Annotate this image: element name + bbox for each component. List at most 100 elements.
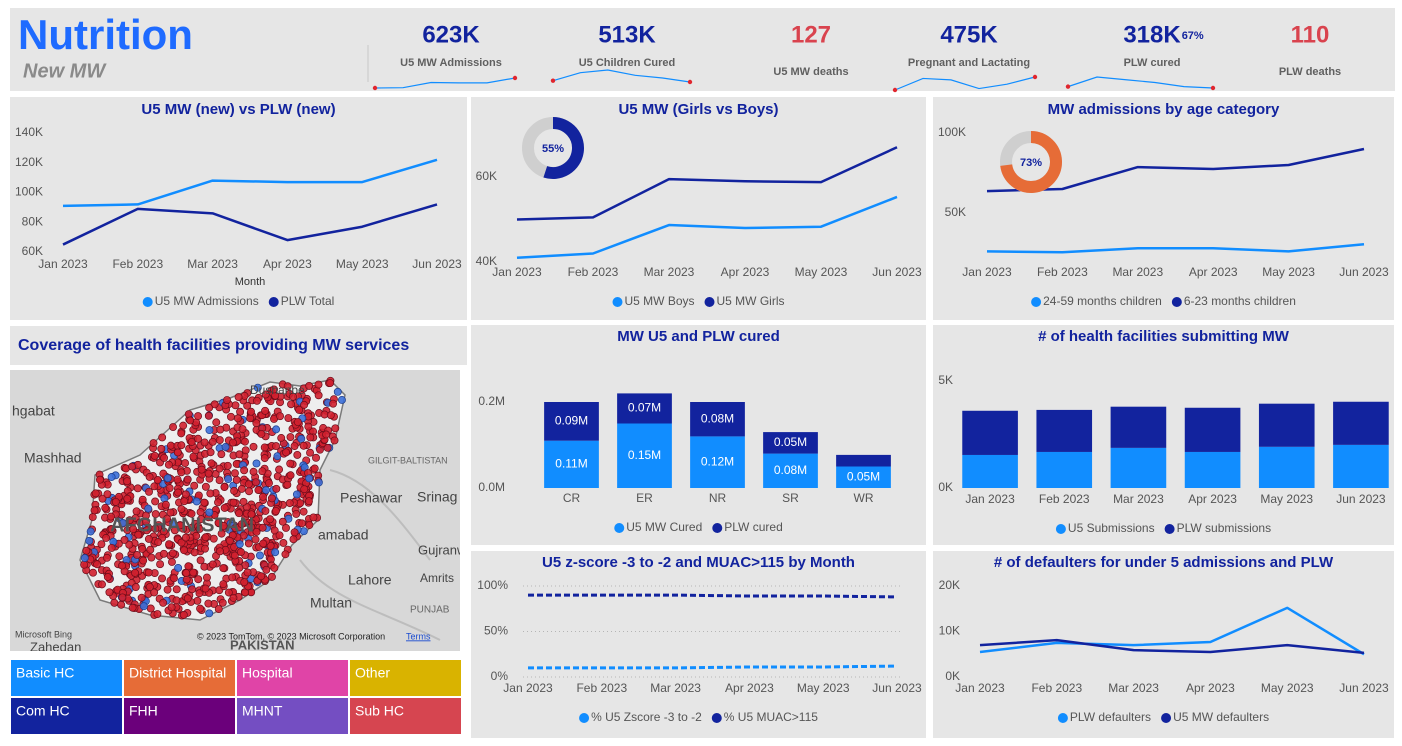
legend-marker — [1055, 524, 1066, 534]
y-tick-label: 10K — [939, 624, 960, 638]
facility-dot — [293, 418, 302, 427]
series-line — [528, 664, 898, 670]
kpi-label: PLW cured — [1124, 57, 1181, 69]
legend-marker — [1171, 297, 1182, 307]
facility-dot — [253, 383, 262, 392]
facility-dot — [146, 545, 155, 554]
legend-marker — [612, 297, 623, 307]
legend-label: U5 MW Admissions — [155, 294, 259, 308]
facility-dot — [209, 534, 218, 543]
x-axis-title: Month — [235, 276, 266, 288]
x-tick-label: Mar 2023 — [1113, 492, 1164, 506]
bar-segment — [1333, 444, 1389, 488]
facility-dot — [247, 523, 256, 532]
x-tick-label: Feb 2023 — [1039, 492, 1090, 506]
facility-dot — [217, 450, 226, 459]
legend-tile — [11, 698, 122, 734]
x-tick-label: Apr 2023 — [725, 681, 774, 695]
legend-tile-label: District Hospital — [129, 665, 226, 681]
legend-marker — [268, 297, 279, 307]
y-tick-label: 0.0M — [478, 480, 505, 494]
facility-dot — [235, 509, 244, 518]
facility-dot — [194, 434, 202, 443]
facility-dot — [103, 553, 111, 562]
facility-dot — [268, 572, 276, 581]
facility-dot — [247, 510, 256, 519]
facility-dot — [216, 547, 224, 556]
facility-dot — [157, 444, 166, 453]
legend: % U5 Zscore -3 to -2 % U5 MUAC>115 — [579, 710, 818, 724]
map-label: hgabat — [12, 403, 55, 419]
legend-label: % U5 Zscore -3 to -2 — [591, 710, 702, 724]
facility-dot — [226, 412, 235, 421]
x-tick-label: WR — [854, 491, 874, 505]
x-tick-label: Apr 2023 — [1189, 265, 1238, 279]
facility-dot — [214, 605, 223, 613]
legend-tile — [350, 698, 461, 734]
facility-dot — [243, 568, 252, 577]
facility-dot — [252, 419, 261, 428]
y-tick-label: 0K — [945, 669, 960, 683]
sparkline-end — [550, 78, 556, 83]
donut-label: 55% — [542, 143, 564, 155]
x-tick-label: SR — [782, 491, 799, 505]
facility-dot — [271, 507, 280, 515]
facility-dot — [91, 489, 100, 498]
facility-dot — [153, 610, 162, 619]
facility-dot — [204, 599, 213, 608]
facility-dot — [177, 429, 186, 438]
facility-dot — [163, 474, 172, 483]
facility-dot — [257, 429, 266, 438]
facility-dot — [118, 561, 126, 570]
facility-dot — [125, 540, 134, 549]
facility-dot — [197, 465, 206, 474]
facility-dot — [218, 598, 227, 607]
facility-dot — [163, 514, 171, 523]
facility-dot — [194, 575, 203, 584]
facility-dot — [252, 459, 261, 468]
legend-label: PLW submissions — [1177, 521, 1271, 535]
facility-dot — [286, 459, 295, 468]
series-line — [516, 195, 898, 259]
facility-dot — [326, 379, 335, 387]
series-line — [986, 147, 1365, 193]
facility-dot — [208, 560, 217, 569]
facility-dot — [177, 468, 186, 477]
facility-dot — [150, 451, 159, 460]
facility-dot — [182, 575, 191, 584]
x-tick-label: Mar 2023 — [644, 265, 695, 279]
legend: U5 MW Boys U5 MW Girls — [612, 294, 785, 308]
facility-dot — [167, 603, 176, 612]
facility-dot — [314, 380, 323, 389]
facility-dot — [240, 466, 249, 475]
facility-dot — [236, 548, 245, 557]
chart-panel — [471, 97, 926, 320]
facility-dot — [90, 506, 99, 515]
facility-dot — [267, 494, 276, 503]
facility-dot — [160, 453, 169, 462]
legend-label: 6-23 months children — [1184, 294, 1296, 308]
facility-dot — [224, 588, 233, 597]
facility-dot — [251, 478, 260, 487]
chart-title: U5 z-score -3 to -2 and MUAC>115 by Mont… — [542, 554, 855, 571]
donut-arc — [1000, 131, 1062, 193]
facility-dot — [261, 406, 270, 415]
legend-label: PLW defaulters — [1070, 710, 1151, 724]
sparkline-end — [687, 79, 693, 85]
kpi-value: 475K — [940, 21, 998, 48]
facility-dot — [172, 585, 181, 594]
bar-segment — [1258, 403, 1315, 447]
facility-dot — [177, 538, 186, 547]
facility-dot — [172, 596, 181, 605]
legend-tile — [124, 698, 235, 734]
bar-segment — [544, 440, 599, 488]
kpi-value: 318K — [1123, 21, 1181, 48]
facility-dot — [322, 430, 331, 439]
kpi-label: PLW deaths — [1279, 66, 1341, 78]
x-tick-label: Jan 2023 — [965, 492, 1015, 506]
bar-segment — [1258, 446, 1315, 488]
facility-dot — [156, 560, 165, 569]
legend-label: 24-59 months children — [1043, 294, 1162, 308]
kpi-value: 110 — [1291, 21, 1330, 48]
facility-dot — [138, 544, 147, 553]
